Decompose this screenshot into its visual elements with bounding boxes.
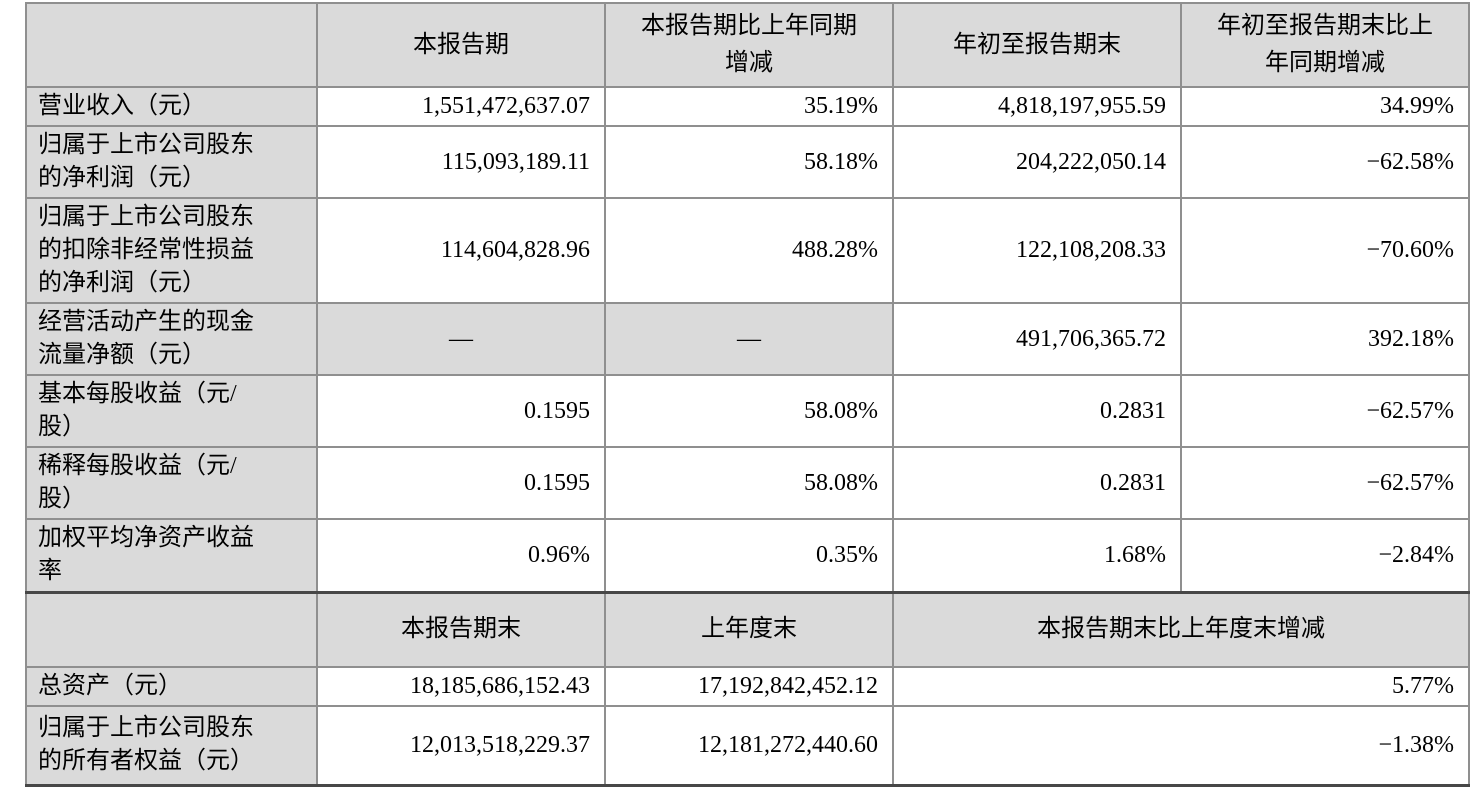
metric-value: 0.2831: [892, 374, 1182, 448]
header-cell-prior-yearend: 上年度末: [604, 590, 894, 668]
header-cell-blank: [25, 2, 318, 88]
metric-value: 58.08%: [604, 374, 894, 448]
header-row-yearend: 本报告期末 上年度末 本报告期末比上年度末增减: [25, 590, 1470, 668]
metric-value: 0.1595: [316, 446, 606, 520]
metric-value: 5.77%: [892, 666, 1470, 707]
header-cell-ytd: 年初至报告期末: [892, 2, 1182, 88]
metric-value: 12,013,518,229.37: [316, 705, 606, 786]
table-row-diluted-eps: 稀释每股收益（元/ 股） 0.1595 58.08% 0.2831 −62.57…: [25, 446, 1470, 520]
metric-value: 491,706,365.72: [892, 302, 1182, 376]
table-row-net-profit: 归属于上市公司股东 的净利润（元） 115,093,189.11 58.18% …: [25, 125, 1470, 199]
metric-value: 17,192,842,452.12: [604, 666, 894, 707]
table-row-revenue: 营业收入（元） 1,551,472,637.07 35.19% 4,818,19…: [25, 86, 1470, 127]
header-cell-blank: [25, 590, 318, 668]
metric-value: 0.2831: [892, 446, 1182, 520]
metric-value: 122,108,208.33: [892, 197, 1182, 304]
metric-value: 58.08%: [604, 446, 894, 520]
metric-value: 392.18%: [1180, 302, 1470, 376]
metric-value: 1,551,472,637.07: [316, 86, 606, 127]
metric-value: −62.57%: [1180, 446, 1470, 520]
table-row-operating-cash-flow: 经营活动产生的现金 流量净额（元） — — 491,706,365.72 392…: [25, 302, 1470, 376]
metric-value-na: —: [316, 302, 606, 376]
header-cell-period-end: 本报告期末: [316, 590, 606, 668]
metric-value: −1.38%: [892, 705, 1470, 786]
metric-value: 115,093,189.11: [316, 125, 606, 199]
metric-value: 204,222,050.14: [892, 125, 1182, 199]
header-cell-period-yoy-change: 本报告期比上年同期 增减: [604, 2, 894, 88]
metric-value: 0.1595: [316, 374, 606, 448]
metric-label: 经营活动产生的现金 流量净额（元）: [25, 302, 318, 376]
header-cell-ytd-yoy-change: 年初至报告期末比上 年同期增减: [1180, 2, 1470, 88]
metric-label: 总资产（元）: [25, 666, 318, 707]
table-row-total-assets: 总资产（元） 18,185,686,152.43 17,192,842,452.…: [25, 666, 1470, 707]
metric-label: 归属于上市公司股东 的所有者权益（元）: [25, 705, 318, 786]
metric-value: −62.57%: [1180, 374, 1470, 448]
metric-value: −62.58%: [1180, 125, 1470, 199]
metric-value: 488.28%: [604, 197, 894, 304]
metric-value: 12,181,272,440.60: [604, 705, 894, 786]
table-row-weighted-avg-roe: 加权平均净资产收益 率 0.96% 0.35% 1.68% −2.84%: [25, 518, 1470, 593]
header-cell-change-vs-prior-yearend: 本报告期末比上年度末增减: [892, 590, 1470, 668]
metric-value: −2.84%: [1180, 518, 1470, 593]
metric-value: 4,818,197,955.59: [892, 86, 1182, 127]
metric-value: 1.68%: [892, 518, 1182, 593]
header-row-period: 本报告期 本报告期比上年同期 增减 年初至报告期末 年初至报告期末比上 年同期增…: [25, 2, 1470, 88]
metric-value: 0.96%: [316, 518, 606, 593]
metric-value: 34.99%: [1180, 86, 1470, 127]
metric-value: 0.35%: [604, 518, 894, 593]
header-cell-current-period: 本报告期: [316, 2, 606, 88]
metric-value: 114,604,828.96: [316, 197, 606, 304]
metric-value: 58.18%: [604, 125, 894, 199]
metric-value: 35.19%: [604, 86, 894, 127]
metric-label: 归属于上市公司股东 的净利润（元）: [25, 125, 318, 199]
metric-label: 稀释每股收益（元/ 股）: [25, 446, 318, 520]
table-row-equity-attributable: 归属于上市公司股东 的所有者权益（元） 12,013,518,229.37 12…: [25, 705, 1470, 786]
financial-summary-table: 本报告期 本报告期比上年同期 增减 年初至报告期末 年初至报告期末比上 年同期增…: [25, 2, 1470, 787]
table-row-basic-eps: 基本每股收益（元/ 股） 0.1595 58.08% 0.2831 −62.57…: [25, 374, 1470, 448]
metric-label: 归属于上市公司股东 的扣除非经常性损益 的净利润（元）: [25, 197, 318, 304]
metric-value-na: —: [604, 302, 894, 376]
metric-value: −70.60%: [1180, 197, 1470, 304]
metric-label: 基本每股收益（元/ 股）: [25, 374, 318, 448]
metric-label: 营业收入（元）: [25, 86, 318, 127]
metric-label: 加权平均净资产收益 率: [25, 518, 318, 593]
metric-value: 18,185,686,152.43: [316, 666, 606, 707]
table-row-net-profit-excl-nonrecurring: 归属于上市公司股东 的扣除非经常性损益 的净利润（元） 114,604,828.…: [25, 197, 1470, 304]
